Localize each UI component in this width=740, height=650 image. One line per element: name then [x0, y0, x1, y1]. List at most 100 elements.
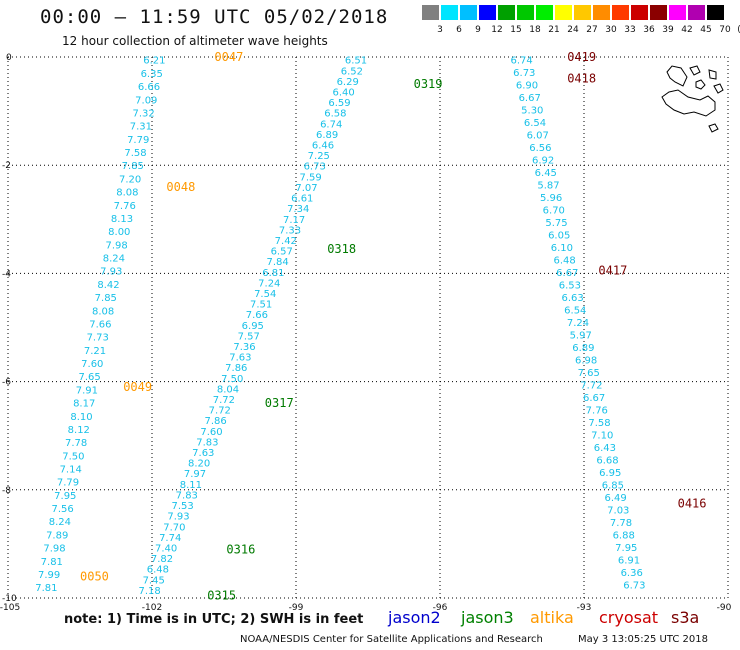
wave-height-value: 6.56 — [529, 143, 551, 154]
wave-height-value: 6.73 — [304, 162, 326, 173]
legend-item: jason2 — [388, 608, 441, 627]
scale-label: 30 — [605, 25, 617, 35]
orbit-label: 0319 — [414, 77, 443, 91]
wave-height-value: 7.56 — [51, 504, 73, 515]
wave-height-value: 7.72 — [213, 395, 235, 406]
wave-height-value: 5.30 — [521, 106, 543, 117]
wave-height-value: 7.57 — [238, 331, 260, 342]
wave-height-value: 6.35 — [141, 69, 163, 80]
scale-label: 12 — [491, 25, 503, 35]
scale-label: 42 — [681, 25, 693, 35]
wave-height-value: 6.88 — [613, 531, 635, 542]
wave-height-value: 7.74 — [159, 533, 181, 544]
wave-height-value: 7.72 — [209, 406, 231, 417]
wave-height-value: 7.63 — [229, 353, 251, 364]
wave-height-value: 7.83 — [176, 491, 198, 502]
wave-height-value: 7.18 — [138, 586, 160, 597]
wave-height-value: 5.87 — [537, 181, 559, 192]
orbit-label: 0419 — [567, 50, 596, 64]
legend-item: jason3 — [461, 608, 514, 627]
wave-height-value: 7.72 — [580, 381, 602, 392]
wave-height-value: 7.66 — [246, 310, 268, 321]
wave-height-value: 8.08 — [116, 188, 138, 199]
wave-height-value: 7.21 — [84, 346, 106, 357]
wave-height-value: 6.74 — [510, 56, 532, 67]
wave-height-value: 7.53 — [171, 501, 193, 512]
wave-height-value: 7.10 — [591, 431, 613, 442]
wave-height-value: 6.90 — [516, 81, 538, 92]
scale-swatch — [593, 5, 610, 20]
wave-height-value: 7.76 — [114, 201, 136, 212]
wave-height-value: 7.86 — [204, 416, 226, 427]
x-tick-label: -96 — [433, 603, 448, 613]
scale-swatch — [631, 5, 648, 20]
wave-height-value: 7.93 — [100, 267, 122, 278]
wave-height-value: 8.10 — [70, 412, 92, 423]
y-tick-label: -2 — [2, 161, 11, 171]
y-tick-label: 0 — [6, 53, 12, 63]
page-title: 00:00 — 11:59 UTC 05/02/2018 — [40, 6, 389, 28]
wave-height-value: 7.03 — [607, 506, 629, 517]
scale-swatch — [555, 5, 572, 20]
wave-height-value: 7.40 — [155, 544, 177, 555]
wave-height-value: 6.89 — [572, 343, 594, 354]
orbit-label: 0418 — [567, 72, 596, 86]
wave-height-value: 6.74 — [320, 119, 342, 130]
wave-height-value: 8.24 — [103, 254, 125, 265]
wave-height-value: 7.50 — [62, 451, 84, 462]
wave-height-value: 7.86 — [225, 363, 247, 374]
scale-label: 27 — [586, 25, 598, 35]
wave-height-value: 7.34 — [287, 204, 309, 215]
scale-label: 33 — [624, 25, 636, 35]
scale-swatch — [517, 5, 534, 20]
wave-height-value: 6.67 — [519, 93, 541, 104]
wave-height-value: 7.76 — [586, 406, 608, 417]
scale-label: 70 — [719, 25, 731, 35]
wave-height-value: 6.66 — [138, 82, 160, 93]
wave-height-value: 6.92 — [532, 156, 554, 167]
wave-height-value: 7.32 — [132, 109, 154, 120]
wave-height-value: 5.97 — [570, 331, 592, 342]
wave-height-value: 7.45 — [143, 575, 165, 586]
scale-swatch — [441, 5, 458, 20]
wave-height-value: 6.73 — [513, 68, 535, 79]
wave-height-value: 7.95 — [54, 491, 76, 502]
wave-height-value: 8.00 — [108, 227, 130, 238]
wave-height-value: 7.58 — [588, 418, 610, 429]
wave-height-value: 6.10 — [551, 243, 573, 254]
scale-swatch — [650, 5, 667, 20]
wave-height-value: 7.33 — [279, 225, 301, 236]
wave-height-value: 7.17 — [283, 215, 305, 226]
scale-label: 36 — [643, 25, 655, 35]
wave-height-value: 6.40 — [332, 88, 354, 99]
scale-swatch — [498, 5, 515, 20]
wave-height-value: 6.63 — [561, 293, 583, 304]
scale-swatch — [422, 5, 439, 20]
wave-height-value: 7.59 — [299, 172, 321, 183]
grid-lines — [7, 56, 729, 599]
x-tick-label: -90 — [717, 603, 732, 613]
wave-height-value: 8.08 — [92, 306, 114, 317]
wave-height-value: 6.98 — [575, 356, 597, 367]
wave-height-value: 6.49 — [604, 493, 626, 504]
legend-item: altika — [530, 608, 574, 627]
credit-text: NOAA/NESDIS Center for Satellite Applica… — [240, 634, 543, 645]
wave-height-value: 7.36 — [233, 342, 255, 353]
x-tick-label: -105 — [0, 603, 20, 613]
wave-height-value: 7.91 — [76, 385, 98, 396]
wave-height-value: 6.67 — [556, 268, 578, 279]
wave-height-value: 7.82 — [151, 554, 173, 565]
wave-height-value: 7.09 — [135, 95, 157, 106]
wave-height-value: 7.25 — [308, 151, 330, 162]
wave-height-value: 7.20 — [119, 174, 141, 185]
orbit-label: 0048 — [166, 180, 195, 194]
orbit-label: 0315 — [207, 588, 236, 602]
wave-height-value: 7.65 — [578, 368, 600, 379]
scale-label: 3 — [437, 25, 443, 35]
wave-height-value: 7.93 — [167, 512, 189, 523]
scale-swatch — [574, 5, 591, 20]
wave-height-value: 6.29 — [337, 77, 359, 88]
wave-height-value: 5.75 — [545, 218, 567, 229]
wave-height-value: 7.14 — [60, 465, 82, 476]
